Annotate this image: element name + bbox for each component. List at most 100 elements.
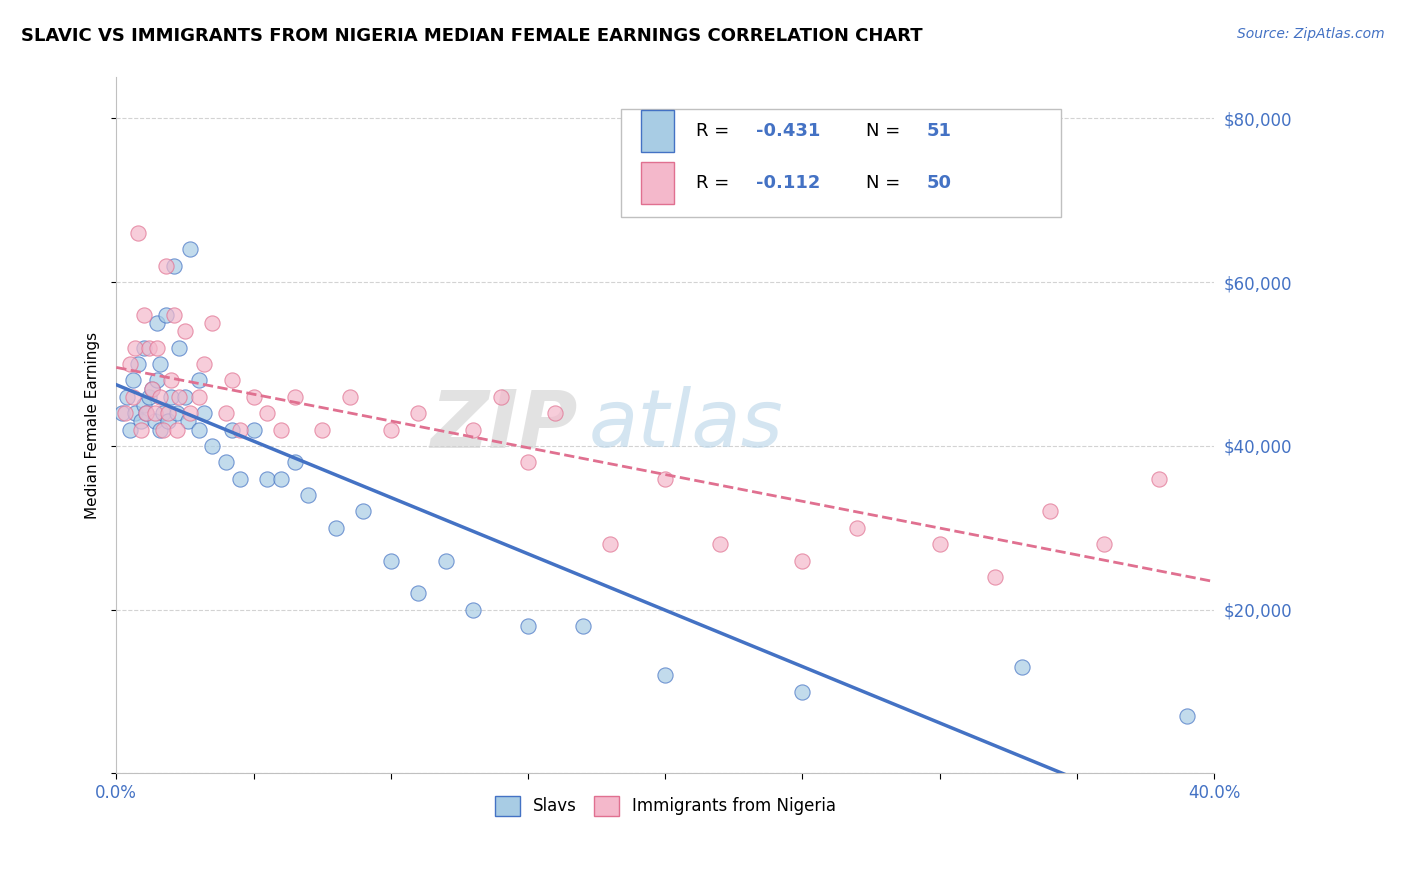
Point — [380, 553, 402, 567]
Point — [174, 324, 197, 338]
Point — [461, 423, 484, 437]
Point — [135, 406, 157, 420]
Point — [141, 382, 163, 396]
Point — [174, 390, 197, 404]
Point — [1149, 472, 1171, 486]
Point — [242, 390, 264, 404]
Point — [1011, 660, 1033, 674]
Point — [242, 423, 264, 437]
Point — [127, 357, 149, 371]
Point — [146, 373, 169, 387]
Point — [284, 455, 307, 469]
Point — [792, 553, 814, 567]
Point — [155, 308, 177, 322]
Point — [152, 406, 174, 420]
Point — [160, 373, 183, 387]
Point — [201, 316, 224, 330]
Point — [1175, 709, 1198, 723]
Point — [163, 259, 186, 273]
Point — [270, 472, 292, 486]
Point — [146, 341, 169, 355]
Point — [928, 537, 950, 551]
Text: Source: ZipAtlas.com: Source: ZipAtlas.com — [1237, 27, 1385, 41]
Point — [176, 414, 198, 428]
Point — [118, 423, 141, 437]
Point — [406, 586, 429, 600]
Text: R =: R = — [696, 122, 735, 140]
Point — [163, 308, 186, 322]
Point — [135, 406, 157, 420]
Point — [166, 423, 188, 437]
Point — [983, 570, 1005, 584]
Point — [270, 423, 292, 437]
Point — [121, 390, 143, 404]
Point — [221, 423, 243, 437]
Point — [166, 406, 188, 420]
Point — [846, 521, 869, 535]
Text: R =: R = — [696, 174, 735, 192]
Point — [221, 373, 243, 387]
Text: atlas: atlas — [588, 386, 783, 465]
Point — [160, 390, 183, 404]
Point — [544, 406, 567, 420]
Point — [138, 341, 160, 355]
Point — [193, 357, 215, 371]
Point — [149, 423, 172, 437]
Point — [143, 406, 166, 420]
Point — [187, 423, 209, 437]
Point — [124, 406, 146, 420]
Point — [792, 684, 814, 698]
Point — [124, 341, 146, 355]
Point — [380, 423, 402, 437]
Point — [149, 357, 172, 371]
Point — [179, 406, 201, 420]
Point — [461, 602, 484, 616]
Point — [129, 414, 152, 428]
Point — [187, 390, 209, 404]
Point — [149, 390, 172, 404]
Point — [201, 439, 224, 453]
Text: N =: N = — [866, 174, 907, 192]
Point — [169, 341, 191, 355]
Legend: Slavs, Immigrants from Nigeria: Slavs, Immigrants from Nigeria — [486, 788, 844, 824]
Point — [155, 259, 177, 273]
Point — [311, 423, 333, 437]
Point — [114, 406, 136, 420]
Point — [325, 521, 347, 535]
Point — [517, 619, 540, 633]
Text: -0.112: -0.112 — [756, 174, 821, 192]
Point — [111, 406, 134, 420]
Point — [152, 423, 174, 437]
Point — [117, 390, 139, 404]
Point — [229, 472, 252, 486]
Point — [1094, 537, 1116, 551]
Point — [118, 357, 141, 371]
Point — [157, 406, 180, 420]
Point — [434, 553, 457, 567]
Text: ZIP: ZIP — [430, 386, 578, 465]
Point — [121, 373, 143, 387]
Text: 50: 50 — [927, 174, 952, 192]
Point — [654, 668, 676, 682]
Point — [406, 406, 429, 420]
Point — [517, 455, 540, 469]
Point — [297, 488, 319, 502]
Point — [284, 390, 307, 404]
Point — [157, 414, 180, 428]
Point — [146, 316, 169, 330]
Point — [141, 382, 163, 396]
Point — [132, 308, 155, 322]
Point — [654, 472, 676, 486]
Bar — [641, 110, 673, 152]
Point — [489, 390, 512, 404]
Point — [179, 243, 201, 257]
Point — [215, 455, 238, 469]
Point — [129, 423, 152, 437]
Point — [1038, 504, 1060, 518]
Point — [169, 390, 191, 404]
Point — [709, 537, 731, 551]
Point — [256, 406, 278, 420]
Point — [187, 373, 209, 387]
Point — [138, 390, 160, 404]
Y-axis label: Median Female Earnings: Median Female Earnings — [86, 332, 100, 519]
